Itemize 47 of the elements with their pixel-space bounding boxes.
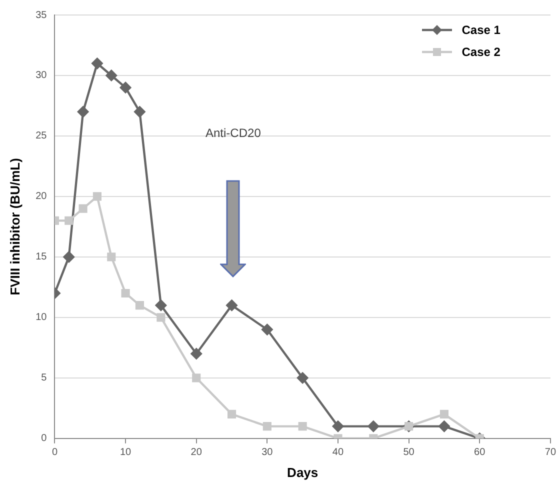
y-tick-label: 20 — [36, 191, 48, 202]
point — [298, 422, 307, 431]
y-tick-label: 10 — [36, 312, 48, 324]
x-tick-label: 50 — [403, 447, 415, 458]
point — [296, 372, 308, 384]
point — [92, 58, 103, 69]
point — [262, 422, 272, 431]
x-tick-label: 10 — [120, 447, 132, 458]
y-tick-label: 35 — [36, 10, 48, 21]
legend-label: Case 1 — [462, 23, 500, 37]
y-axis-title: FVIII inhibitor (BU/mL) — [7, 158, 22, 296]
x-axis-title: Days — [287, 464, 318, 480]
point — [135, 301, 144, 310]
y-tick-label: 5 — [41, 372, 48, 384]
point — [121, 288, 130, 298]
point — [106, 70, 117, 82]
point — [332, 420, 344, 432]
legend-label: Case 2 — [462, 45, 500, 59]
x-tick-label: 60 — [474, 447, 486, 458]
point — [64, 216, 74, 225]
x-tick-label: 30 — [262, 447, 274, 458]
y-tick-label: 15 — [36, 252, 48, 263]
point — [156, 313, 166, 322]
point — [92, 192, 102, 201]
point — [438, 420, 450, 432]
point — [78, 204, 88, 213]
point — [262, 324, 273, 336]
point — [440, 410, 448, 418]
point — [226, 300, 238, 311]
y-tick-label: 30 — [36, 70, 48, 82]
point — [190, 348, 202, 360]
y-tick-label: 0 — [41, 433, 48, 444]
y-tick-label: 25 — [36, 130, 48, 142]
x-tick-label: 0 — [52, 447, 58, 458]
point — [155, 300, 167, 311]
point — [107, 252, 116, 262]
point — [77, 106, 89, 118]
point — [134, 106, 146, 118]
point — [227, 410, 236, 418]
annotation: Anti-CD20 — [206, 126, 262, 140]
point — [120, 82, 132, 94]
x-tick-label: 70 — [544, 447, 556, 458]
point — [368, 420, 379, 432]
point — [63, 251, 74, 263]
point — [192, 374, 201, 382]
x-tick-label: 40 — [332, 447, 344, 458]
x-tick-label: 20 — [190, 447, 202, 458]
